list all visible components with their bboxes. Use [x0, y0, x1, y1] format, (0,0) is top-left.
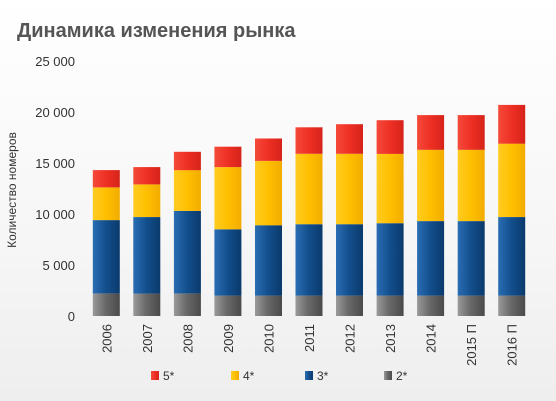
bar-segment-2star-2007: [133, 293, 161, 316]
bar-segment-3star-2015-П: [457, 221, 485, 296]
x-tick-label: 2010: [262, 324, 277, 353]
legend-label: 3*: [317, 369, 329, 383]
y-tick-label: 15 000: [35, 156, 75, 171]
legend-swatch-4star: [231, 371, 239, 380]
bar-segment-5star-2012: [336, 124, 363, 154]
legend-label: 2*: [396, 369, 408, 383]
y-axis-label-group: Количество номеров: [5, 132, 19, 248]
y-axis-ticks: 0 5 000 10 000 15 000 20 000 25 000: [35, 54, 75, 324]
bar-segment-4star-2016-П: [498, 143, 526, 217]
bar-segment-3star-2006: [92, 220, 120, 294]
bar-segment-2star-2009: [214, 295, 242, 316]
bar-segment-4star-2007: [133, 184, 161, 217]
bar-segment-4star-2014: [417, 149, 445, 222]
bar-segment-4star-2010: [255, 161, 282, 226]
bar-segment-3star-2012: [336, 224, 363, 296]
x-tick-label: 2012: [343, 324, 358, 353]
bar-segment-5star-2015-П: [457, 115, 485, 150]
y-tick-label: 10 000: [35, 207, 75, 222]
legend-label: 4*: [243, 369, 255, 383]
bar-segment-5star-2008: [173, 151, 201, 171]
chart-title: Динамика изменения рынка: [17, 20, 296, 42]
x-tick-label: 2008: [180, 324, 195, 353]
bars: [92, 104, 526, 316]
bar-segment-5star-2016-П: [498, 104, 526, 144]
legend: 5* 4* 3* 2*: [151, 369, 408, 383]
bar-segment-5star-2013: [376, 120, 404, 154]
y-tick-label: 20 000: [35, 105, 75, 120]
bar-segment-4star-2008: [173, 170, 201, 211]
x-tick-label: 2006: [99, 324, 114, 353]
bar-segment-5star-2010: [255, 138, 282, 161]
bar-segment-4star-2009: [214, 167, 242, 230]
x-tick-label: 2014: [424, 324, 439, 353]
bar-segment-4star-2015-П: [457, 149, 485, 222]
bar-segment-4star-2006: [92, 187, 120, 221]
bar-segment-3star-2007: [133, 217, 161, 294]
legend-swatch-5star: [151, 371, 159, 380]
bar-segment-2star-2010: [255, 295, 282, 316]
bar-segment-3star-2009: [214, 229, 242, 296]
y-tick-label: 5 000: [42, 258, 75, 273]
y-axis-label: Количество номеров: [5, 132, 19, 248]
bar-segment-5star-2007: [133, 167, 161, 185]
x-tick-label: 2016 П: [505, 324, 520, 366]
bar-segment-4star-2012: [336, 153, 363, 225]
bar-segment-3star-2008: [173, 210, 201, 294]
bar-segment-2star-2006: [92, 293, 120, 316]
x-tick-label: 2011: [302, 324, 317, 352]
bar-segment-5star-2006: [92, 170, 120, 188]
legend-swatch-2star: [384, 371, 392, 380]
bar-segment-2star-2008: [173, 293, 201, 316]
bar-segment-2star-2012: [336, 295, 363, 316]
y-tick-label: 25 000: [35, 54, 75, 69]
bar-segment-3star-2013: [376, 223, 404, 296]
bar-segment-5star-2014: [417, 115, 445, 150]
bar-segment-5star-2011: [295, 127, 323, 154]
x-tick-label: 2007: [140, 324, 155, 353]
bar-segment-3star-2016-П: [498, 217, 526, 296]
x-axis-ticks: 2006 2007 2008 2009 2010 2011 2012 2013 2014 2015…: [99, 324, 519, 366]
bar-segment-5star-2009: [214, 146, 242, 168]
bar-segment-2star-2013: [376, 295, 404, 316]
bar-segment-4star-2011: [295, 153, 323, 225]
bar-segment-3star-2011: [295, 224, 323, 296]
bar-segment-2star-2015-П: [457, 295, 485, 316]
x-tick-label: 2013: [383, 324, 398, 353]
bar-segment-4star-2013: [376, 153, 404, 224]
bar-segment-2star-2016-П: [498, 295, 526, 316]
x-tick-label: 2015 П: [464, 324, 479, 366]
bar-segment-3star-2010: [255, 225, 282, 296]
legend-swatch-3star: [305, 371, 313, 380]
legend-label: 5*: [163, 369, 175, 383]
bar-segment-2star-2011: [295, 295, 323, 316]
x-tick-label: 2009: [221, 324, 236, 353]
y-tick-label: 0: [68, 309, 75, 324]
bar-segment-3star-2014: [417, 221, 445, 296]
bar-segment-2star-2014: [417, 295, 445, 316]
